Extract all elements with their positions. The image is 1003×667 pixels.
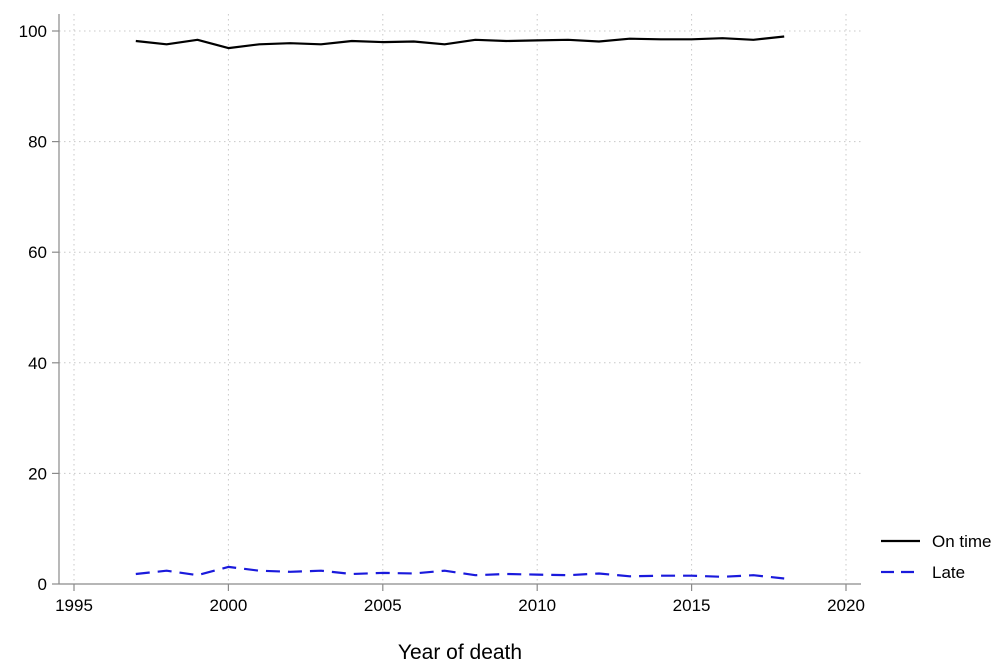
y-tick-label: 100 [19, 22, 47, 41]
legend-label: On time [932, 532, 992, 551]
x-tick-label: 2020 [827, 596, 865, 615]
y-tick-label: 0 [38, 575, 47, 594]
series-line-late [135, 565, 785, 580]
y-tick-label: 20 [28, 464, 47, 483]
x-tick-label: 2005 [364, 596, 402, 615]
x-axis-title: Year of death [398, 641, 522, 664]
axes: 0 20 40 60 80 100 1995 2000 2005 2010 2015 2020 [19, 14, 865, 615]
x-tick-label: 1995 [55, 596, 93, 615]
y-tick-label: 60 [28, 243, 47, 262]
series-lines [135, 35, 785, 580]
x-tick-label: 2010 [518, 596, 556, 615]
y-tick-label: 80 [28, 133, 47, 152]
legend-label: Late [932, 563, 965, 582]
legend: On time Late [881, 532, 992, 582]
grid [59, 14, 861, 585]
x-tick-label: 2000 [209, 596, 247, 615]
series-line-on-time [135, 35, 785, 50]
y-tick-label: 40 [28, 354, 47, 373]
x-tick-label: 2015 [673, 596, 711, 615]
